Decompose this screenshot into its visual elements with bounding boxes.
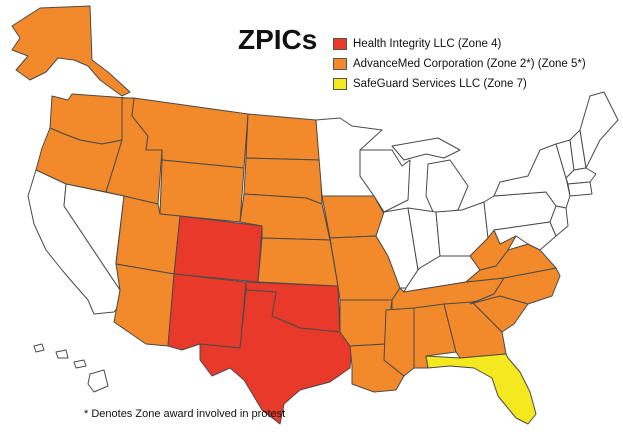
state-ak bbox=[11, 5, 131, 97]
state-fl bbox=[425, 353, 537, 425]
state-nc bbox=[469, 267, 561, 305]
state-nj bbox=[549, 205, 569, 237]
legend-swatch bbox=[333, 38, 347, 50]
legend-swatch bbox=[333, 78, 347, 90]
map-title: ZPICs bbox=[238, 24, 318, 55]
state-ia bbox=[321, 195, 385, 239]
state-ar bbox=[339, 299, 393, 347]
legend-item-zone4: Health Integrity LLC (Zone 4) bbox=[333, 34, 586, 54]
state-ct-ri bbox=[567, 181, 593, 197]
state-ks bbox=[257, 237, 339, 287]
legend-label: Health Integrity LLC (Zone 4) bbox=[353, 38, 502, 50]
state-me bbox=[579, 91, 619, 169]
legend-label: SafeGuard Services LLC (Zone 7) bbox=[353, 78, 527, 90]
state-tx bbox=[199, 289, 353, 425]
state-wy bbox=[159, 159, 245, 223]
legend-item-zone2-5: AdvanceMed Corporation (Zone 2*) (Zone 5… bbox=[333, 54, 586, 74]
hawaii-islands bbox=[33, 343, 109, 393]
legend-swatch bbox=[333, 58, 347, 70]
footnote: * Denotes Zone award involved in protest bbox=[84, 408, 286, 420]
state-az bbox=[113, 263, 175, 347]
legend-item-zone7: SafeGuard Services LLC (Zone 7) bbox=[333, 74, 586, 94]
state-nd bbox=[245, 113, 321, 161]
state-mt bbox=[131, 97, 249, 169]
state-co bbox=[173, 215, 263, 283]
state-wi bbox=[359, 149, 411, 213]
state-nm bbox=[167, 273, 247, 351]
legend: Health Integrity LLC (Zone 4) AdvanceMed… bbox=[333, 34, 586, 94]
state-ms bbox=[383, 307, 415, 377]
legend-label: AdvanceMed Corporation (Zone 2*) (Zone 5… bbox=[353, 58, 586, 70]
